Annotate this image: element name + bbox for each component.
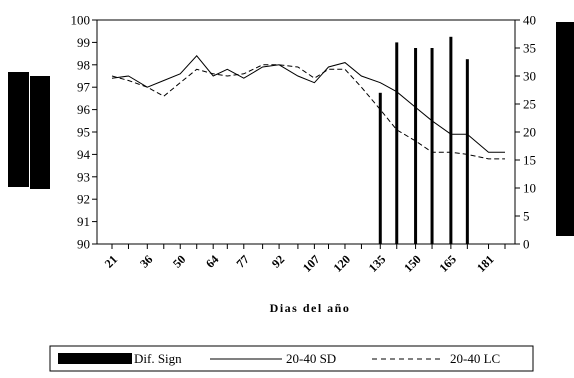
right-tick-label: 10 (523, 181, 536, 196)
right-tick-label: 20 (523, 125, 536, 140)
legend-label-20-40-lc: 20-40 LC (450, 351, 500, 366)
left-tick-label: 93 (77, 169, 90, 184)
legend-swatch-dif-sign (58, 353, 132, 364)
x-tick-label: 181 (474, 252, 497, 275)
x-tick-label: 77 (234, 252, 252, 270)
x-axis-ticks: 21 36 50 64 77 92 107 120 135 150 165 181 (102, 244, 506, 275)
left-tick-label: 97 (77, 80, 91, 95)
bar-dif-sign (378, 92, 382, 244)
left-axis-ticks: 90 91 92 93 94 95 96 97 98 99 100 (71, 13, 97, 252)
bar-dif-sign (395, 42, 399, 245)
redaction-block-right (556, 22, 574, 236)
left-tick-label: 96 (77, 102, 91, 117)
x-tick-label: 36 (137, 252, 155, 270)
redaction-block-left-1 (8, 72, 29, 187)
bar-dif-sign (449, 36, 453, 244)
right-tick-label: 30 (523, 69, 536, 84)
bar-dif-sign (465, 59, 469, 245)
legend-label-20-40-sd: 20-40 SD (286, 351, 336, 366)
left-tick-label: 100 (71, 13, 91, 28)
x-tick-label: 165 (436, 252, 459, 275)
x-tick-label: 21 (102, 252, 120, 270)
x-axis-label: Dias del año (270, 301, 351, 315)
left-tick-label: 94 (77, 147, 91, 162)
x-tick-label: 107 (300, 252, 323, 275)
bar-series-dif-sign (378, 36, 469, 245)
x-tick-label: 150 (401, 252, 424, 275)
legend: Dif. Sign 20-40 SD 20-40 LC (49, 345, 534, 372)
line-20-40-sd (111, 55, 505, 153)
right-tick-label: 40 (523, 13, 536, 28)
bar-dif-sign (430, 48, 434, 244)
right-tick-label: 35 (523, 41, 536, 56)
left-tick-label: 91 (77, 214, 90, 229)
right-axis-ticks: 0 5 10 15 20 25 30 35 40 (515, 13, 536, 252)
x-tick-label: 120 (330, 252, 353, 275)
left-tick-label: 99 (77, 35, 90, 50)
redaction-block-left-2 (30, 76, 50, 189)
line-series (111, 55, 505, 160)
left-tick-label: 95 (77, 125, 90, 140)
x-tick-label: 50 (170, 252, 188, 270)
left-tick-label: 92 (77, 192, 90, 207)
legend-label-dif-sign: Dif. Sign (134, 351, 182, 366)
x-tick-label: 64 (203, 252, 221, 270)
x-tick-label: 135 (366, 252, 389, 275)
left-tick-label: 98 (77, 57, 90, 72)
left-tick-label: 90 (77, 237, 90, 252)
bar-dif-sign (414, 48, 418, 244)
right-tick-label: 25 (523, 97, 536, 112)
x-tick-label: 92 (269, 252, 287, 270)
right-tick-label: 15 (523, 153, 536, 168)
right-tick-label: 0 (523, 237, 530, 252)
legend-box (49, 345, 534, 372)
right-tick-label: 5 (523, 209, 530, 224)
line-20-40-lc (111, 64, 505, 160)
